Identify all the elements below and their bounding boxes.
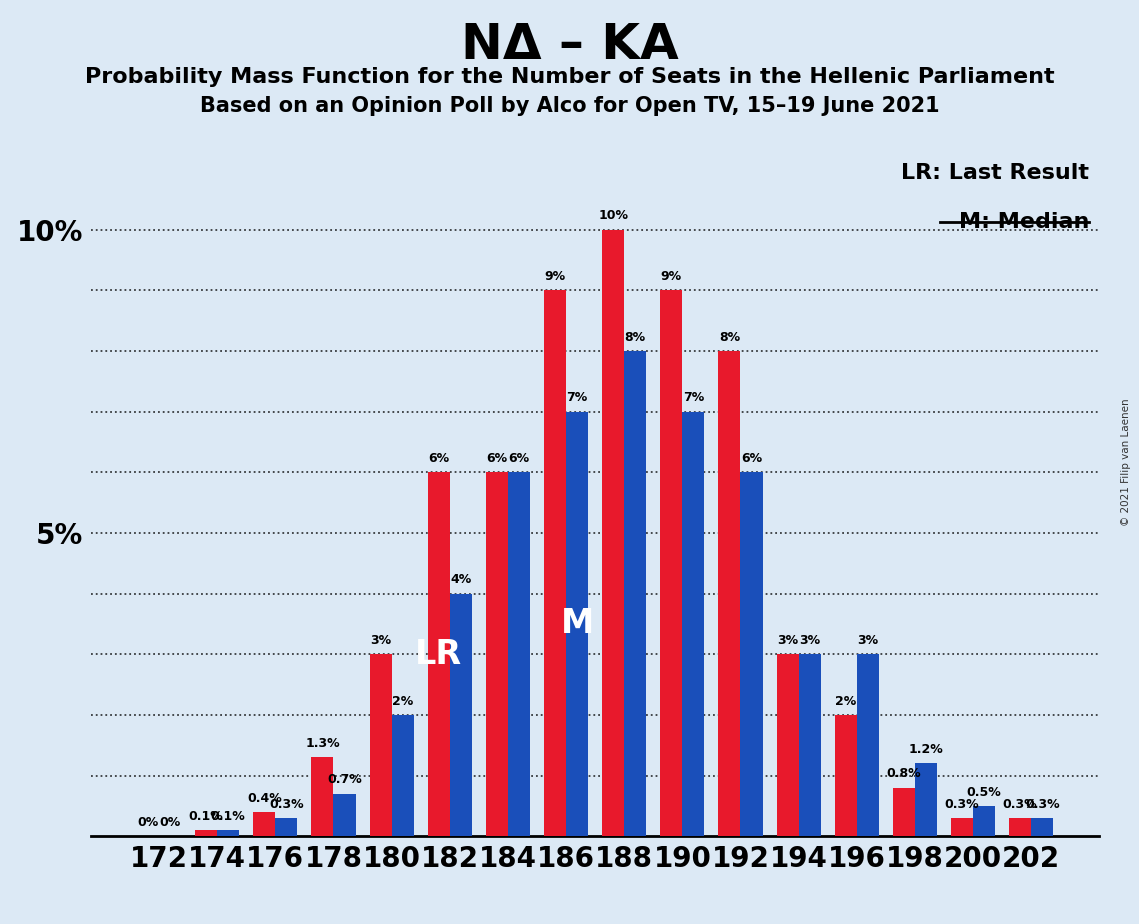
Bar xyxy=(486,472,508,836)
Bar xyxy=(777,654,798,836)
Text: 0.1%: 0.1% xyxy=(211,809,246,823)
Bar xyxy=(624,351,646,836)
Text: 6%: 6% xyxy=(486,452,507,465)
Bar xyxy=(334,794,355,836)
Bar xyxy=(427,472,450,836)
Bar xyxy=(218,830,239,836)
Bar xyxy=(603,229,624,836)
Text: Probability Mass Function for the Number of Seats in the Hellenic Parliament: Probability Mass Function for the Number… xyxy=(84,67,1055,87)
Text: 2%: 2% xyxy=(392,695,413,708)
Text: 1.3%: 1.3% xyxy=(305,737,339,750)
Text: 0.3%: 0.3% xyxy=(944,797,980,810)
Text: 3%: 3% xyxy=(800,634,820,647)
Bar xyxy=(719,351,740,836)
Text: M: M xyxy=(560,607,593,640)
Text: 0%: 0% xyxy=(159,816,181,829)
Text: 6%: 6% xyxy=(741,452,762,465)
Text: 8%: 8% xyxy=(719,331,740,344)
Bar xyxy=(893,787,915,836)
Bar xyxy=(682,411,704,836)
Text: 10%: 10% xyxy=(598,210,628,223)
Text: 4%: 4% xyxy=(450,573,472,587)
Text: 6%: 6% xyxy=(508,452,530,465)
Bar xyxy=(544,290,566,836)
Text: 0.3%: 0.3% xyxy=(269,797,304,810)
Bar xyxy=(1031,818,1054,836)
Text: NΔ – KA: NΔ – KA xyxy=(460,21,679,69)
Text: 0.8%: 0.8% xyxy=(886,768,921,781)
Text: 3%: 3% xyxy=(777,634,798,647)
Bar xyxy=(566,411,588,836)
Text: 0.7%: 0.7% xyxy=(327,773,362,786)
Text: 3%: 3% xyxy=(858,634,878,647)
Text: 7%: 7% xyxy=(566,391,588,405)
Bar xyxy=(857,654,879,836)
Text: 8%: 8% xyxy=(624,331,646,344)
Text: 0.5%: 0.5% xyxy=(967,785,1001,798)
Bar xyxy=(740,472,763,836)
Bar xyxy=(450,593,472,836)
Bar xyxy=(369,654,392,836)
Text: 0.3%: 0.3% xyxy=(1025,797,1059,810)
Text: 7%: 7% xyxy=(682,391,704,405)
Bar xyxy=(508,472,530,836)
Bar xyxy=(276,818,297,836)
Text: 3%: 3% xyxy=(370,634,391,647)
Text: © 2021 Filip van Laenen: © 2021 Filip van Laenen xyxy=(1121,398,1131,526)
Bar xyxy=(661,290,682,836)
Bar xyxy=(1009,818,1031,836)
Text: 0.3%: 0.3% xyxy=(1002,797,1038,810)
Text: 9%: 9% xyxy=(544,270,566,283)
Text: LR: Last Result: LR: Last Result xyxy=(901,163,1089,183)
Bar xyxy=(951,818,973,836)
Text: 2%: 2% xyxy=(835,695,857,708)
Text: M: Median: M: Median xyxy=(959,212,1089,232)
Text: 0%: 0% xyxy=(138,816,158,829)
Text: 0.1%: 0.1% xyxy=(189,809,223,823)
Bar xyxy=(195,830,218,836)
Text: 9%: 9% xyxy=(661,270,682,283)
Bar xyxy=(915,763,937,836)
Text: LR: LR xyxy=(415,638,462,671)
Bar xyxy=(392,715,413,836)
Text: 0.4%: 0.4% xyxy=(247,792,281,805)
Bar xyxy=(798,654,821,836)
Bar xyxy=(311,758,334,836)
Text: Based on an Opinion Poll by Alco for Open TV, 15–19 June 2021: Based on an Opinion Poll by Alco for Ope… xyxy=(199,96,940,116)
Text: 1.2%: 1.2% xyxy=(909,743,943,756)
Text: 6%: 6% xyxy=(428,452,449,465)
Bar xyxy=(835,715,857,836)
Bar xyxy=(973,806,995,836)
Bar xyxy=(253,812,276,836)
